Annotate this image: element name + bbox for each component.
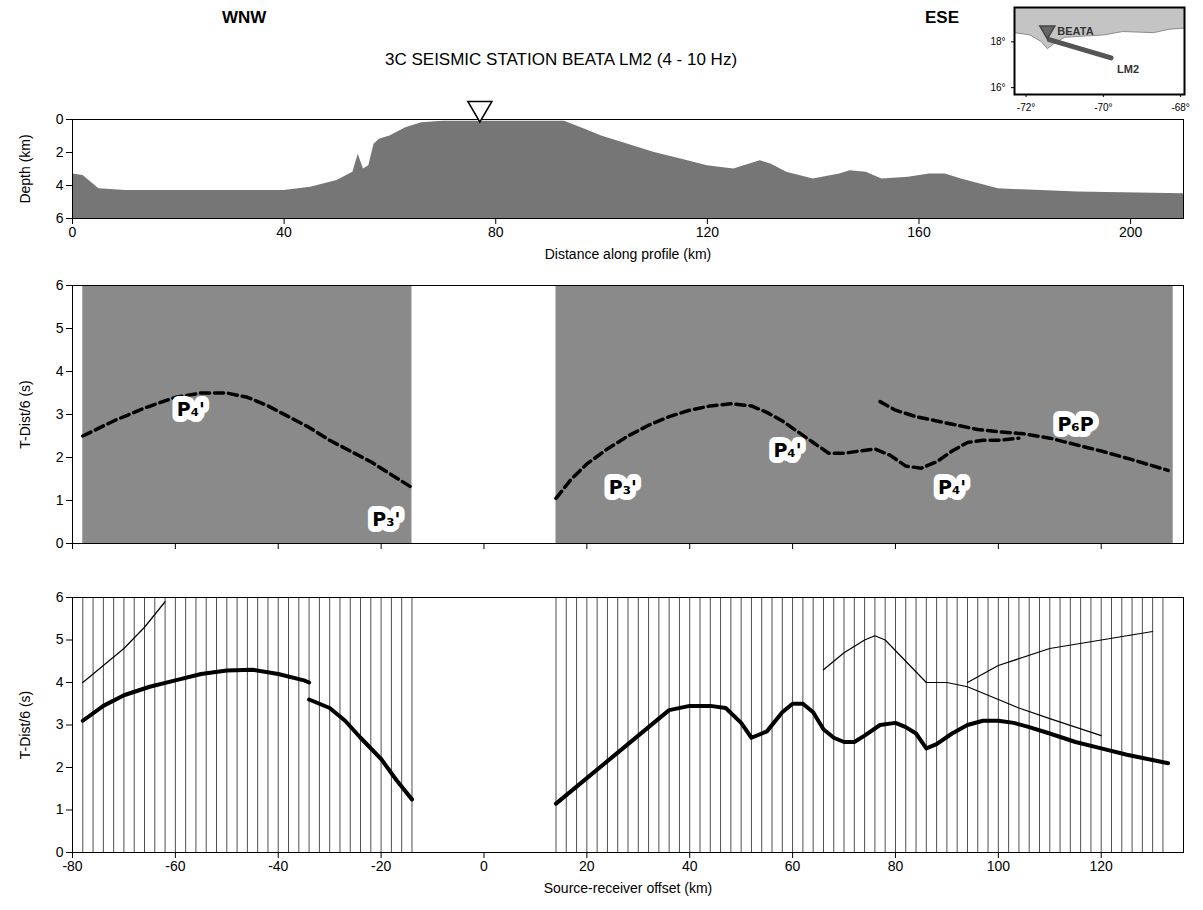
svg-text:Distance along profile (km): Distance along profile (km) [545,246,712,262]
svg-text:LM2: LM2 [1117,63,1139,75]
svg-text:2: 2 [56,449,64,465]
svg-text:P₄': P₄' [177,398,205,420]
svg-text:BEATA: BEATA [1057,25,1093,37]
svg-text:-68°: -68° [1171,102,1189,112]
svg-text:6: 6 [56,589,64,605]
svg-text:Depth (km): Depth (km) [17,134,33,203]
svg-text:P₃': P₃' [609,476,637,498]
svg-text:-40: -40 [268,858,288,874]
svg-text:120: 120 [1090,858,1114,874]
svg-text:-20: -20 [371,858,391,874]
svg-text:1: 1 [56,801,64,817]
svg-text:0: 0 [56,111,64,127]
svg-text:-60: -60 [165,858,185,874]
svg-text:40: 40 [682,858,698,874]
svg-text:0: 0 [480,858,488,874]
svg-text:T-Dist/6 (s): T-Dist/6 (s) [17,380,33,448]
svg-text:16°: 16° [990,82,1005,93]
svg-text:0: 0 [55,844,64,860]
svg-text:160: 160 [907,224,931,240]
svg-text:T-Dist/6 (s): T-Dist/6 (s) [17,691,33,759]
svg-text:0: 0 [56,535,64,551]
svg-text:P₆P: P₆P [1057,413,1093,435]
html-text:3C SEISMIC STATION BEATA LM2 (: 3C SEISMIC STATION BEATA LM2 (4 - 10 Hz) [385,50,737,69]
svg-text:40: 40 [276,224,292,240]
svg-text:4: 4 [56,177,64,193]
svg-text:-80: -80 [62,858,82,874]
svg-text:P₄': P₄' [938,476,966,498]
svg-text:6: 6 [56,277,64,293]
html-text:WNW: WNW [222,8,267,27]
svg-text:-72°: -72° [1017,102,1035,112]
svg-text:2: 2 [56,144,64,160]
svg-text:5: 5 [56,631,64,647]
svg-text:4: 4 [56,363,64,379]
svg-text:120: 120 [696,224,720,240]
svg-text:4: 4 [56,674,64,690]
svg-text:0: 0 [69,224,77,240]
svg-text:100: 100 [987,858,1011,874]
svg-text:3: 3 [56,406,64,422]
svg-text:P₃': P₃' [372,508,400,530]
svg-text:3: 3 [56,716,64,732]
svg-text:60: 60 [785,858,801,874]
svg-text:80: 80 [488,224,504,240]
svg-text:200: 200 [1119,224,1143,240]
svg-text:20: 20 [579,858,595,874]
svg-text:Source-receiver offset (km): Source-receiver offset (km) [544,880,713,896]
svg-text:2: 2 [56,759,64,775]
svg-text:6: 6 [56,210,64,226]
svg-text:80: 80 [888,858,904,874]
html-text:ESE: ESE [925,8,959,27]
svg-text:P₄': P₄' [773,439,801,461]
svg-text:18°: 18° [990,36,1005,47]
svg-text:-70°: -70° [1094,102,1112,112]
svg-text:1: 1 [56,492,64,508]
svg-text:5: 5 [56,320,64,336]
